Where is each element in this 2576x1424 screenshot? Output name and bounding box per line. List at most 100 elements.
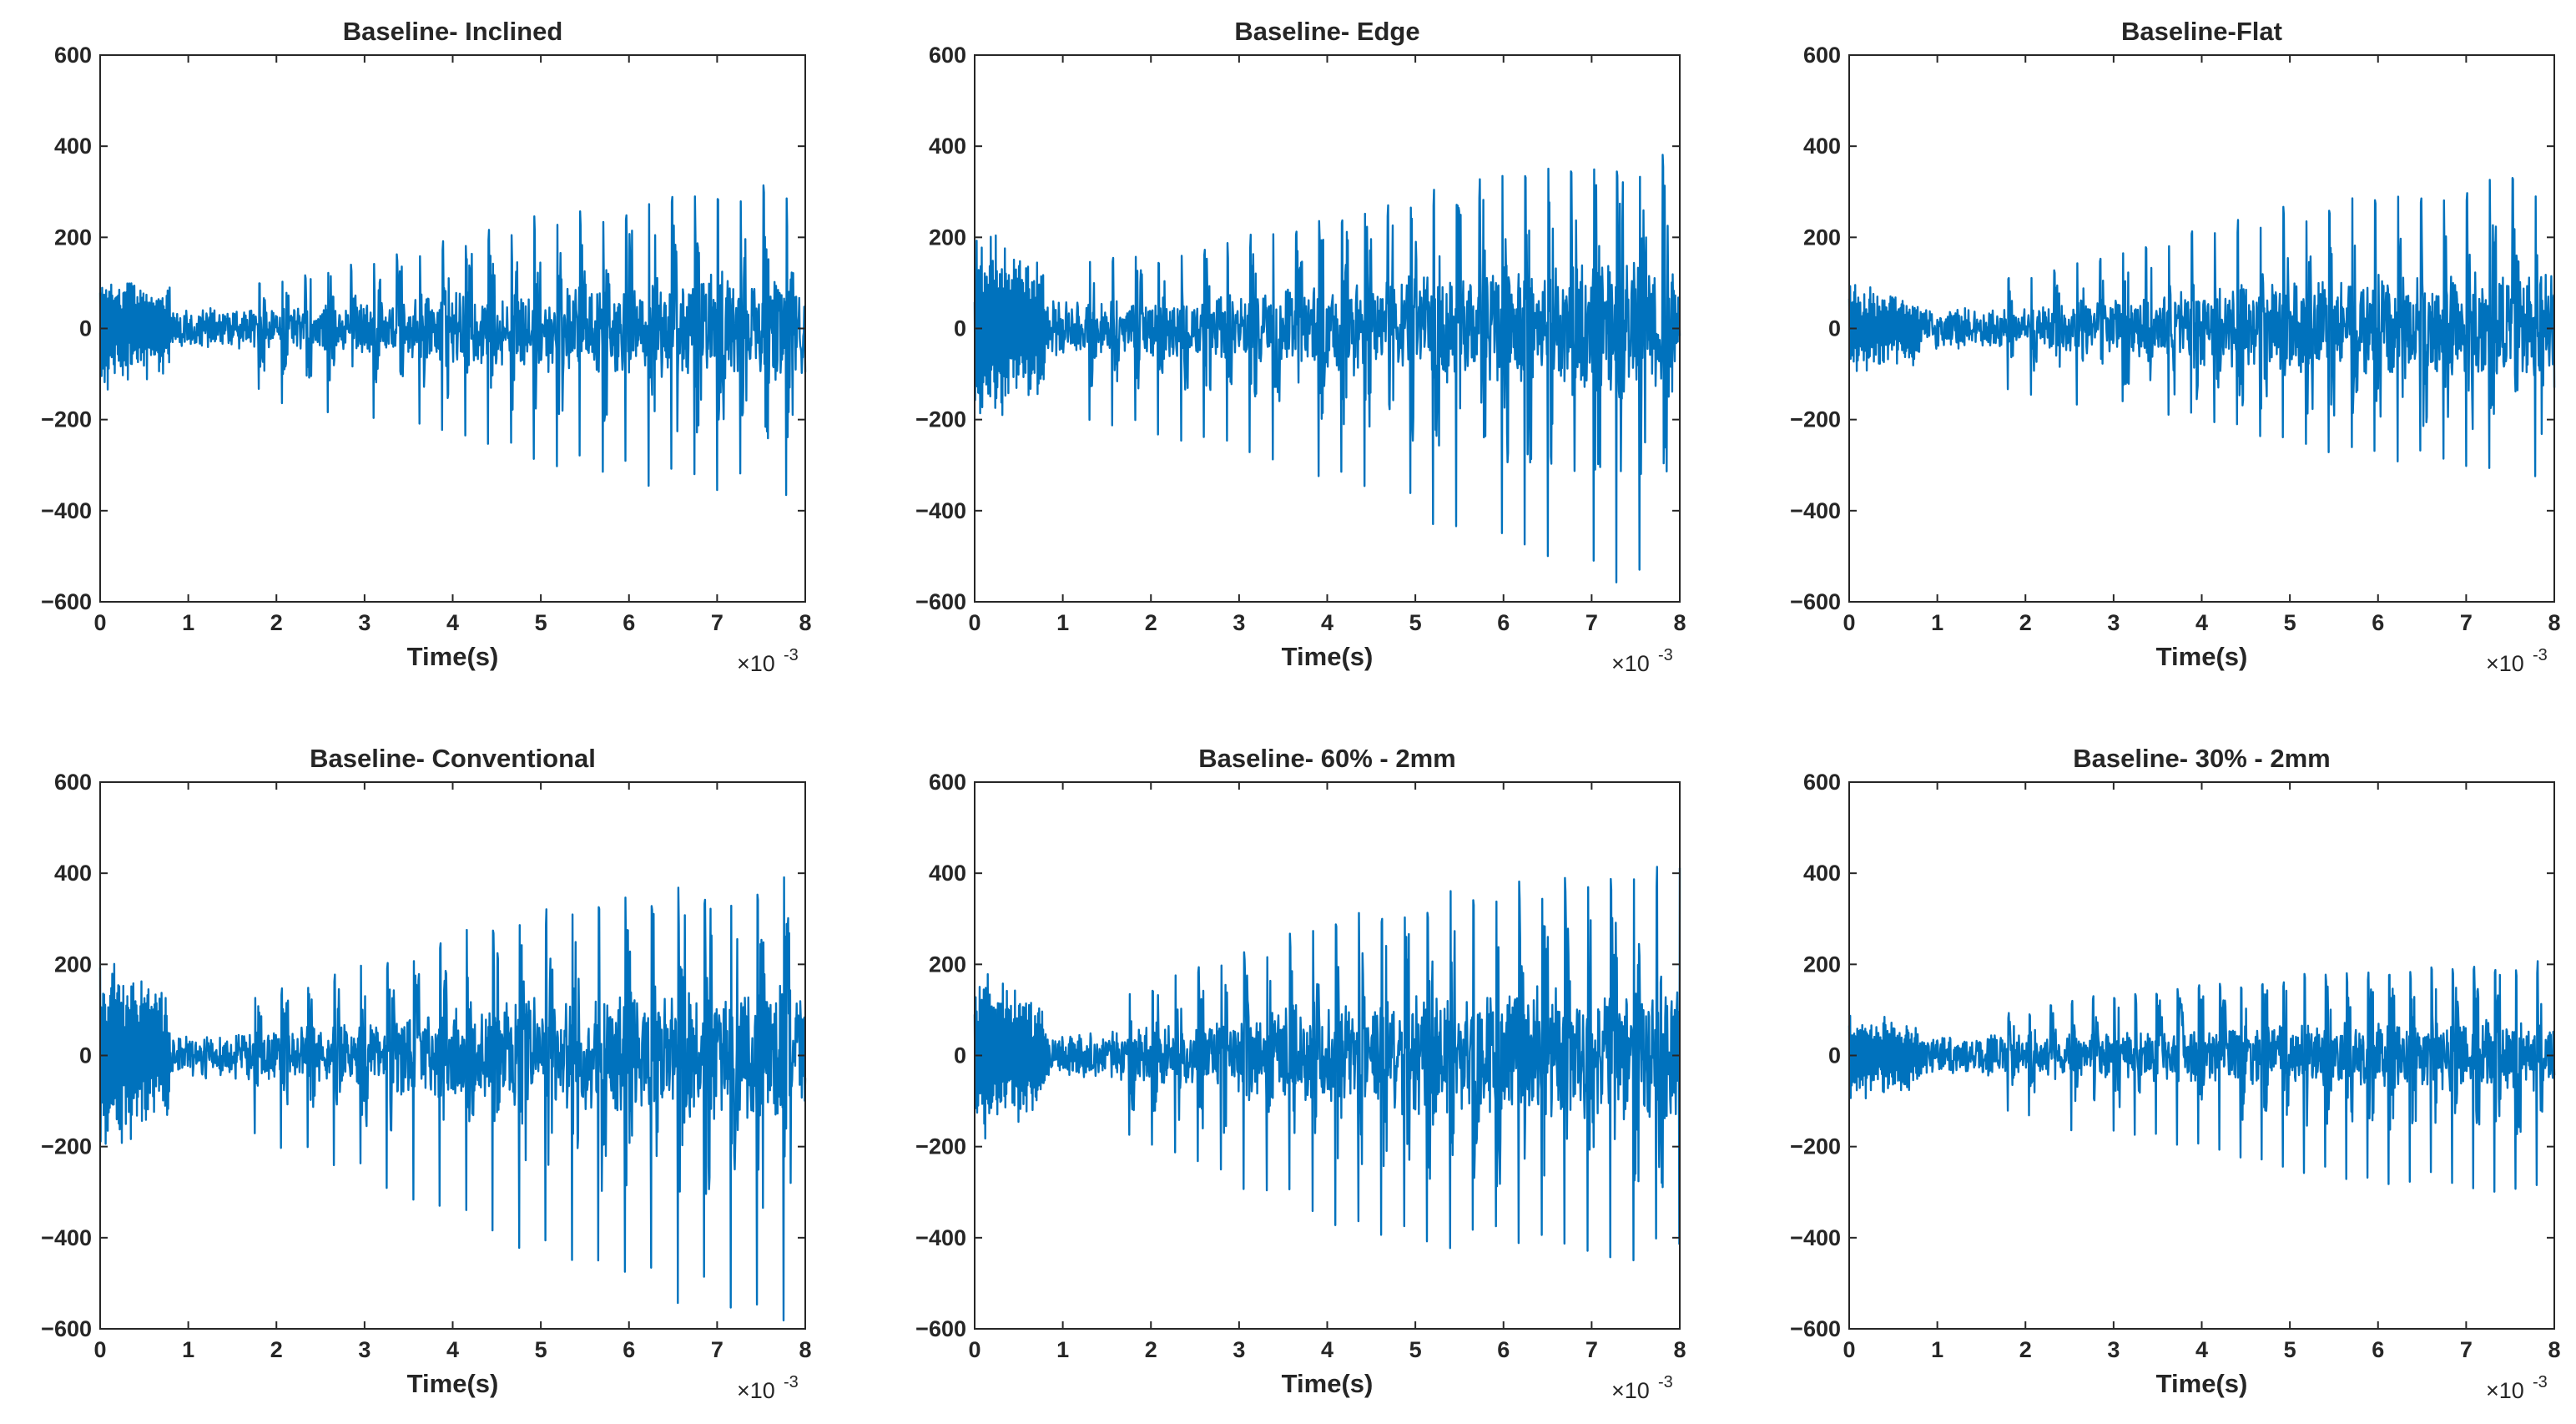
y-tick-label: 400 — [54, 861, 92, 886]
x-tick-label: 5 — [2284, 1337, 2296, 1362]
y-tick-label: 600 — [1803, 770, 1841, 795]
signal-line — [1848, 177, 2556, 477]
chart-title: Baseline-Flat — [2121, 17, 2282, 46]
x-tick-label: 2 — [2019, 1337, 2032, 1362]
x-exponent-power: -3 — [1658, 1373, 1673, 1391]
x-tick-label: 5 — [1409, 610, 1422, 635]
x-tick-label: 0 — [968, 610, 980, 635]
x-tick-label: 4 — [2195, 1337, 2208, 1362]
x-tick-label: 3 — [1233, 610, 1245, 635]
y-tick-label: −200 — [1790, 407, 1841, 432]
x-tick-label: 6 — [2372, 1337, 2384, 1362]
x-tick-label: 4 — [446, 1337, 459, 1362]
x-tick-label: 8 — [1673, 1337, 1686, 1362]
x-tick-label: 1 — [1931, 610, 1943, 635]
x-tick-label: 7 — [1585, 1337, 1598, 1362]
signal-line — [98, 876, 807, 1322]
x-exponent-power: -3 — [1658, 646, 1673, 664]
x-tick-label: 4 — [1321, 610, 1333, 635]
y-tick-label: 0 — [79, 1043, 92, 1068]
x-tick-label: 1 — [182, 1337, 194, 1362]
y-tick-label: 200 — [929, 952, 966, 977]
y-tick-label: −200 — [915, 1134, 966, 1159]
signal-line — [973, 154, 1681, 583]
x-tick-label: 6 — [623, 610, 635, 635]
y-tick-label: 600 — [929, 43, 966, 68]
y-tick-label: −400 — [41, 498, 92, 523]
chart-title: Baseline- Edge — [1234, 17, 1419, 46]
x-tick-label: 3 — [358, 1337, 371, 1362]
x-exponent-label: ×10 — [2486, 1378, 2524, 1403]
y-tick-label: −600 — [915, 589, 966, 614]
x-exponent-power: -3 — [2533, 646, 2548, 664]
y-tick-label: −400 — [1790, 1225, 1841, 1250]
y-tick-label: −400 — [915, 1225, 966, 1250]
x-exponent-label: ×10 — [737, 1378, 775, 1403]
x-tick-label: 1 — [1931, 1337, 1943, 1362]
x-axis-label: Time(s) — [407, 1369, 499, 1398]
x-tick-label: 4 — [1321, 1337, 1333, 1362]
y-tick-label: 400 — [1803, 861, 1841, 886]
y-tick-label: 200 — [1803, 952, 1841, 977]
x-exponent-label: ×10 — [1611, 1378, 1650, 1403]
x-tick-label: 7 — [711, 610, 723, 635]
x-tick-label: 8 — [1673, 610, 1686, 635]
x-tick-label: 6 — [623, 1337, 635, 1362]
x-exponent-power: -3 — [784, 1373, 799, 1391]
x-tick-label: 1 — [1056, 610, 1069, 635]
y-tick-label: 600 — [54, 770, 92, 795]
x-tick-label: 5 — [1409, 1337, 1422, 1362]
x-tick-label: 5 — [535, 1337, 547, 1362]
x-tick-label: 0 — [1843, 1337, 1855, 1362]
y-tick-label: 200 — [1803, 225, 1841, 250]
y-tick-label: 600 — [929, 770, 966, 795]
y-tick-label: −200 — [915, 407, 966, 432]
y-tick-label: −200 — [41, 1134, 92, 1159]
y-tick-label: −200 — [1790, 1134, 1841, 1159]
x-tick-label: 2 — [1145, 610, 1157, 635]
x-tick-label: 3 — [358, 610, 371, 635]
signal-line — [1848, 960, 2556, 1193]
x-tick-label: 7 — [1585, 610, 1598, 635]
x-exponent-label: ×10 — [2486, 651, 2524, 676]
x-tick-label: 1 — [182, 610, 194, 635]
x-tick-label: 5 — [2284, 610, 2296, 635]
y-tick-label: 0 — [1828, 316, 1841, 341]
x-tick-label: 7 — [2460, 610, 2473, 635]
x-tick-label: 2 — [270, 610, 283, 635]
y-tick-label: −200 — [41, 407, 92, 432]
y-tick-label: 400 — [929, 134, 966, 159]
x-tick-label: 2 — [2019, 610, 2032, 635]
y-tick-label: −600 — [41, 1316, 92, 1341]
x-tick-label: 4 — [2195, 610, 2208, 635]
y-tick-label: 200 — [54, 952, 92, 977]
y-tick-label: 600 — [54, 43, 92, 68]
x-axis-label: Time(s) — [2156, 642, 2248, 671]
x-tick-label: 0 — [1843, 610, 1855, 635]
x-axis-label: Time(s) — [2156, 1369, 2248, 1398]
x-tick-label: 4 — [446, 610, 459, 635]
y-tick-label: −600 — [915, 1316, 966, 1341]
x-tick-label: 2 — [270, 1337, 283, 1362]
y-tick-label: −400 — [41, 1225, 92, 1250]
y-tick-label: 400 — [54, 134, 92, 159]
x-tick-label: 7 — [2460, 1337, 2473, 1362]
x-tick-label: 5 — [535, 610, 547, 635]
x-tick-label: 3 — [2107, 610, 2120, 635]
x-tick-label: 6 — [2372, 610, 2384, 635]
x-axis-label: Time(s) — [1282, 1369, 1374, 1398]
y-tick-label: 0 — [954, 316, 966, 341]
x-tick-label: 8 — [799, 610, 811, 635]
x-tick-label: 3 — [2107, 1337, 2120, 1362]
x-tick-label: 6 — [1497, 610, 1510, 635]
x-axis-label: Time(s) — [407, 642, 499, 671]
x-tick-label: 8 — [2548, 1337, 2560, 1362]
y-tick-label: 0 — [954, 1043, 966, 1068]
x-tick-label: 3 — [1233, 1337, 1245, 1362]
